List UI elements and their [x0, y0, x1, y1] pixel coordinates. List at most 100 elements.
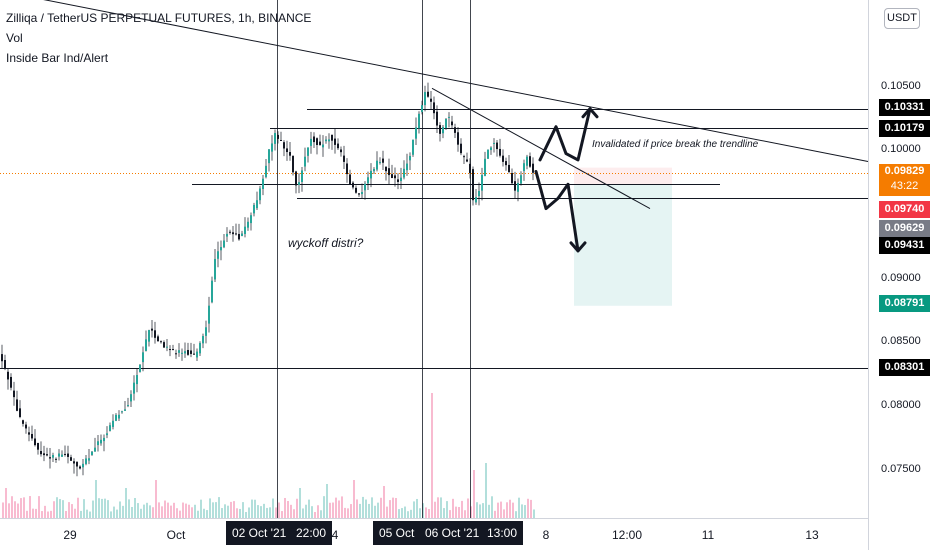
candle-body	[100, 439, 102, 444]
candle-body	[505, 161, 507, 166]
target-zone	[574, 184, 672, 306]
candle-body	[199, 343, 201, 354]
volume-bar	[149, 505, 151, 518]
candle-body	[406, 163, 408, 171]
candle-body	[421, 105, 423, 113]
price-tick: 0.09000	[881, 272, 921, 284]
level-price-tag[interactable]: 0.09629	[879, 220, 930, 237]
volume-bar	[371, 497, 373, 518]
volume-bar	[68, 502, 70, 518]
volume-bar	[212, 502, 214, 518]
volume-bar	[332, 502, 334, 518]
candle-body	[295, 171, 297, 186]
arrow-head	[569, 241, 587, 253]
volume-bar	[86, 509, 88, 518]
trendlines[interactable]	[0, 0, 869, 210]
candle-body	[25, 424, 27, 429]
current-price-tag[interactable]: 0.09829 43:22	[879, 164, 930, 196]
date-marker-tag[interactable]: 02 Oct '21	[226, 521, 293, 545]
wyckoff-note[interactable]: wyckoff distri?	[288, 236, 364, 250]
candle-body	[427, 91, 429, 97]
volume-bar	[383, 486, 385, 518]
candle-body	[31, 433, 33, 439]
short-position-tool[interactable]	[574, 167, 672, 306]
target-price-tag[interactable]: 0.08791	[879, 295, 930, 312]
volume-bar	[476, 502, 478, 518]
candle-body	[418, 113, 420, 129]
volume-bar	[5, 488, 7, 518]
entry-price-tag[interactable]: 0.09740	[879, 201, 930, 218]
volume-bar	[419, 508, 421, 518]
volume-bar	[227, 505, 229, 518]
scenario-arrows[interactable]	[534, 107, 599, 253]
level-price-tag[interactable]: 0.08301	[879, 359, 930, 376]
volume-bar	[428, 509, 430, 518]
candle-body	[265, 165, 267, 178]
volume-bar	[23, 497, 25, 518]
candle-body	[298, 182, 300, 185]
candle-body	[82, 463, 84, 468]
volume-bar	[131, 506, 133, 518]
candle-body	[313, 136, 315, 143]
volume-bar	[386, 506, 388, 518]
candle-body	[61, 454, 63, 457]
candle-body	[211, 280, 213, 303]
candle-body	[346, 163, 348, 175]
candle-body	[343, 155, 345, 162]
candle-body	[517, 182, 519, 192]
volume-bar	[95, 480, 97, 518]
volume-bar	[344, 507, 346, 518]
candle-body	[169, 349, 171, 351]
volume-bar	[374, 505, 376, 518]
time-tick: Oct	[166, 528, 186, 542]
volume-bar	[155, 480, 157, 518]
level-price-tag[interactable]: 0.10331	[879, 99, 930, 116]
candle-body	[493, 142, 495, 144]
volume-bar	[479, 504, 481, 518]
candle-body	[433, 102, 435, 114]
date-marker-tag[interactable]: 06 Oct '21	[419, 521, 486, 545]
time-tick: 12:00	[611, 528, 643, 542]
candle-body	[469, 163, 471, 174]
candle-body	[157, 336, 159, 342]
candle-body	[196, 351, 198, 358]
level-price-tag[interactable]: 0.10179	[879, 120, 930, 137]
candle-body	[319, 141, 321, 145]
candle-body	[358, 193, 360, 195]
candle-body	[463, 156, 465, 158]
chart-pane	[0, 0, 868, 518]
volume-bar	[221, 508, 223, 518]
volume-bar	[191, 507, 193, 518]
vertical-date-markers[interactable]	[277, 0, 471, 518]
date-marker-tag[interactable]: 05 Oct	[373, 521, 421, 545]
currency-button[interactable]: USDT	[884, 8, 920, 29]
volume-bar	[140, 508, 142, 518]
time-marker-tag[interactable]: 22:00	[290, 521, 333, 545]
volume-bar	[2, 502, 4, 518]
volume-bar	[434, 501, 436, 518]
volume-bar	[509, 499, 511, 518]
level-price-tag[interactable]: 0.09431	[879, 237, 930, 254]
candle-body	[271, 143, 273, 152]
volume-bar	[89, 511, 91, 518]
volume-bar	[407, 511, 409, 518]
volume-bar	[317, 505, 319, 518]
candle-body	[133, 382, 135, 394]
volume-bar	[494, 510, 496, 518]
candle-body	[58, 453, 60, 457]
price-tick: 0.07500	[881, 463, 921, 475]
volume-bar	[524, 505, 526, 518]
candle-body	[454, 127, 456, 133]
inside-bar-indicator-label[interactable]: Inside Bar Ind/Alert	[6, 51, 109, 65]
volume-bar	[32, 508, 34, 518]
time-tick: 4	[331, 528, 339, 542]
candle-body	[487, 149, 489, 159]
volume-indicator-label[interactable]: Vol	[6, 31, 23, 45]
invalidation-note[interactable]: Invalidated if price break the trendline	[592, 139, 759, 150]
volume-bar	[71, 504, 73, 518]
time-marker-tag[interactable]: 13:00	[481, 521, 524, 545]
symbol-title[interactable]: Zilliqa / TetherUS PERPETUAL FUTURES, 1h…	[6, 11, 312, 25]
volume-bar	[146, 502, 148, 518]
volume-bar	[392, 497, 394, 518]
